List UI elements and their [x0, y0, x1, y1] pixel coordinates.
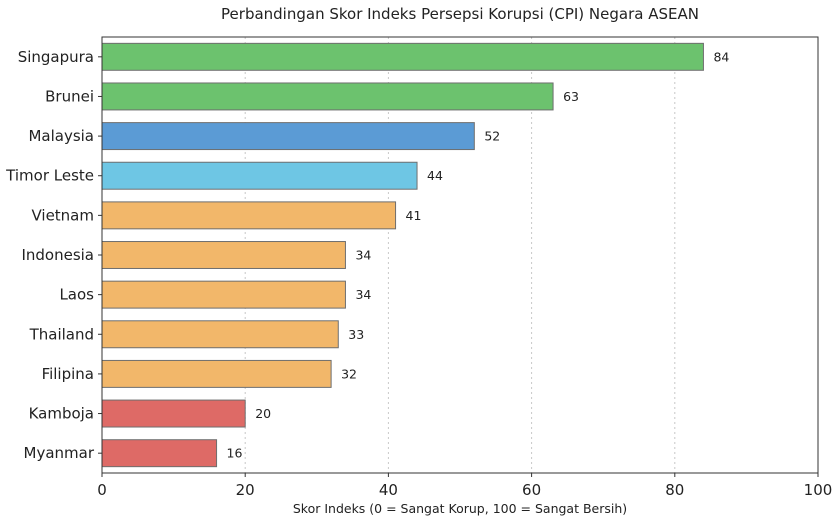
category-label: Thailand: [29, 325, 94, 343]
x-axis: 0 20 40 60 80 100: [97, 56, 833, 499]
value-label: 63: [563, 89, 579, 104]
category-label: Myanmar: [24, 444, 95, 462]
category-label: Kamboja: [29, 405, 94, 423]
value-label: 41: [406, 208, 422, 223]
bar: [101, 161, 418, 190]
value-label: 20: [255, 406, 271, 421]
value-label: 33: [348, 327, 364, 342]
x-tick-label: 60: [522, 481, 541, 499]
category-label: Brunei: [45, 87, 94, 105]
value-label: 52: [484, 129, 500, 144]
value-label: 32: [341, 366, 357, 381]
x-axis-label: Skor Indeks (0 = Sangat Korup, 100 = San…: [293, 501, 627, 516]
value-label: 34: [355, 248, 371, 263]
category-label: Filipina: [42, 365, 94, 383]
bar: [101, 241, 346, 269]
category-label: Malaysia: [28, 127, 94, 145]
x-tick-label: 80: [665, 481, 684, 499]
value-label: 84: [713, 49, 729, 64]
labels: Singapura 84 Brunei 63 Malaysia 52 Timor Leste…: [5, 48, 729, 462]
chart-title: Perbandingan Skor Indeks Persepsi Korups…: [221, 5, 699, 23]
bar: [101, 320, 339, 349]
bar: [101, 82, 554, 111]
category-label: Laos: [59, 286, 94, 304]
value-label: 44: [427, 168, 443, 183]
value-label: 16: [227, 446, 243, 461]
bar: [101, 122, 475, 151]
x-tick-label: 100: [804, 481, 833, 499]
bars: [101, 42, 704, 468]
bar: [101, 399, 246, 428]
x-tick-label: 40: [379, 481, 398, 499]
x-tick-label: 20: [236, 481, 255, 499]
bar: [101, 359, 332, 388]
bar: [101, 201, 397, 230]
category-label: Indonesia: [21, 246, 94, 264]
x-tick-label: 0: [97, 481, 107, 499]
category-label: Singapura: [18, 48, 94, 66]
bar: [101, 42, 704, 71]
category-label: Vietnam: [31, 206, 94, 224]
bar: [101, 439, 218, 468]
value-label: 34: [355, 287, 371, 302]
category-label: Timor Leste: [5, 167, 94, 185]
bar: [101, 280, 346, 309]
